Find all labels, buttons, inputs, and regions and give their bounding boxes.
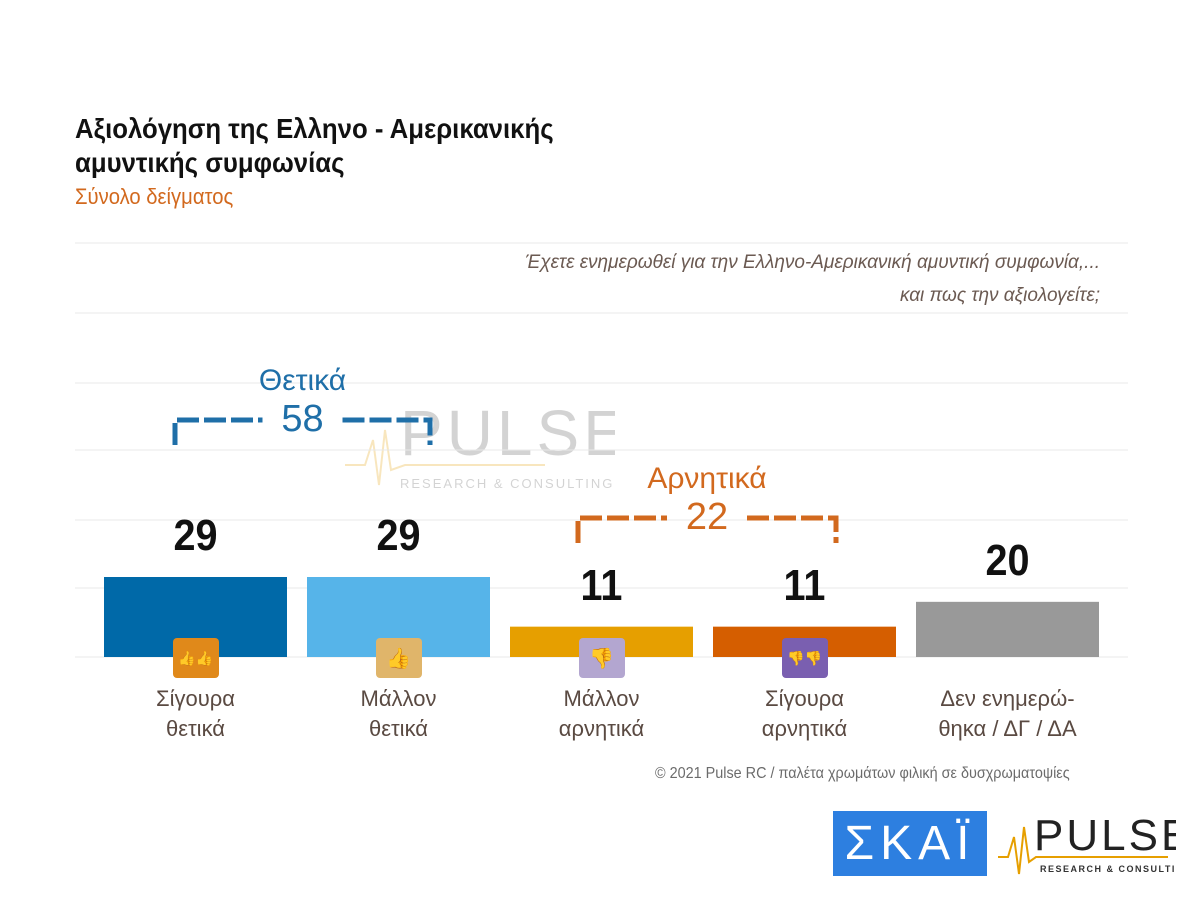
bar: [713, 626, 896, 657]
skai-logo: ΣΚΑΪ: [833, 811, 987, 876]
svg-text:PULSE: PULSE: [1034, 812, 1176, 860]
title-line-2: αμυντικής συμφωνίας: [75, 147, 345, 178]
bar: [104, 577, 287, 657]
svg-text:PULSE: PULSE: [400, 400, 615, 469]
pulse-logo: PULSE RESEARCH & CONSULTING: [998, 811, 1191, 876]
watermark-logo: PULSE RESEARCH & CONSULTING: [345, 397, 626, 491]
bar: [916, 601, 1099, 657]
chart-title: Αξιολόγηση της Ελληνο - Αμερικανικής αμυ…: [75, 112, 627, 180]
title-line-1: Αξιολόγηση της Ελληνο - Αμερικανικής: [75, 113, 554, 144]
svg-text:RESEARCH & CONSULTING: RESEARCH & CONSULTING: [1040, 864, 1176, 874]
group-bracket-right: [342, 417, 433, 445]
skai-logo-text: ΣΚΑΪ: [844, 817, 976, 870]
copyright-footer: © 2021 Pulse RC / παλέτα χρωμάτων φιλική…: [655, 765, 1070, 782]
pulse-watermark: PULSE RESEARCH & CONSULTING: [345, 397, 626, 500]
group-bracket-left: [172, 417, 263, 445]
bar: [307, 577, 490, 657]
chart-subtitle: Σύνολο δείγματος: [75, 184, 234, 209]
question-line-1: Έχετε ενημερωθεί για την Ελληνο-Αμερικαν…: [525, 252, 1100, 273]
svg-text:RESEARCH & CONSULTING: RESEARCH & CONSULTING: [400, 476, 614, 491]
group-bracket-left: [575, 515, 667, 543]
group-bracket-right: [747, 515, 839, 543]
question-line-2: και πως την αξιολογείτε;: [899, 285, 1100, 306]
pulse-logo-graphic: PULSE RESEARCH & CONSULTING: [998, 811, 1191, 875]
bar: [510, 626, 693, 657]
